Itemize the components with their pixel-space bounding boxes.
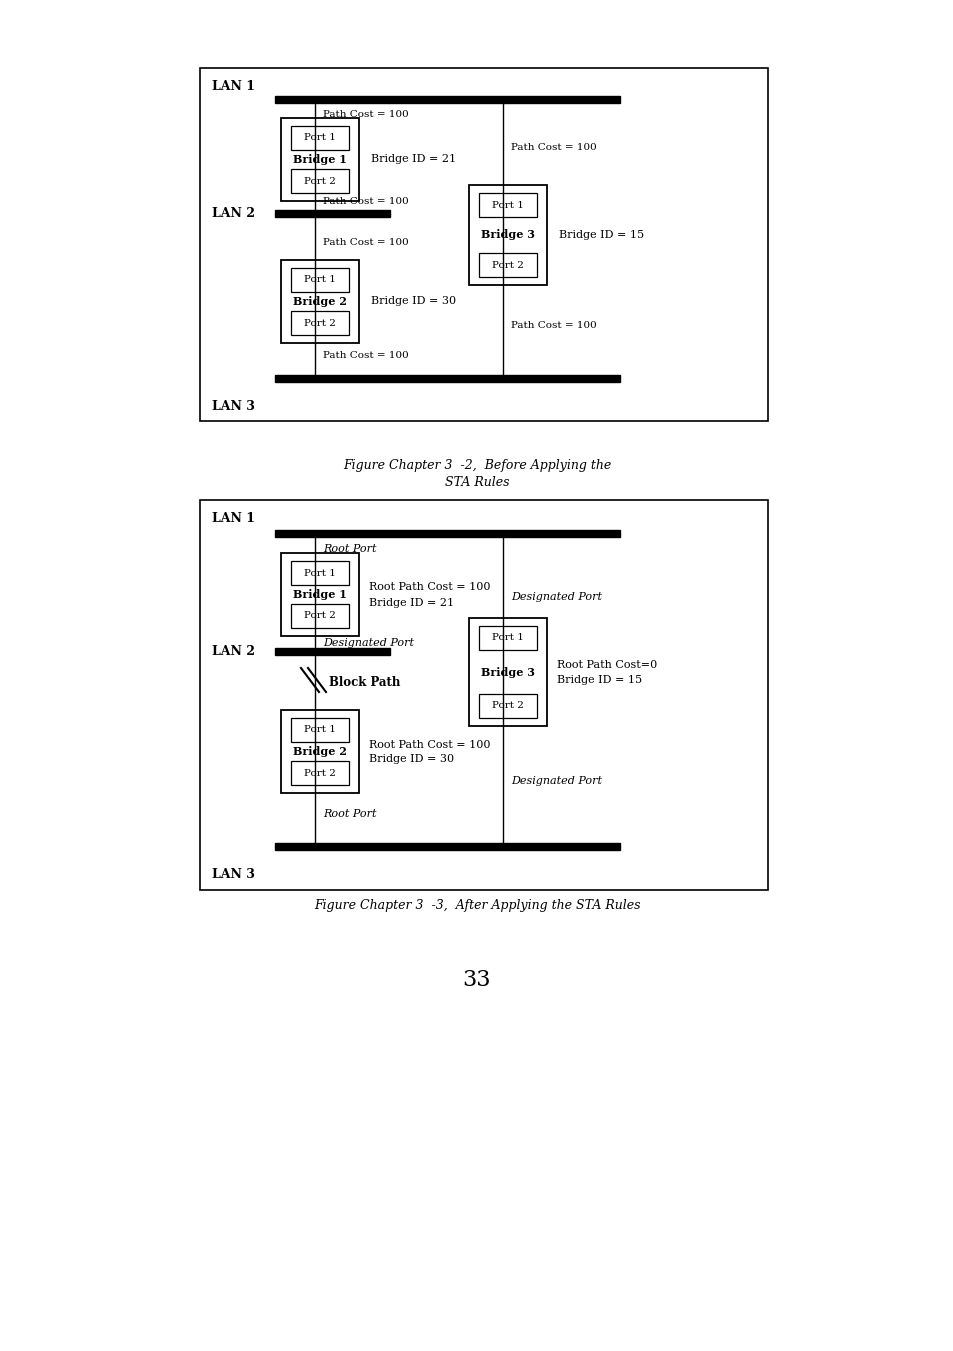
Bar bbox=[274, 843, 619, 850]
Text: Path Cost = 100: Path Cost = 100 bbox=[323, 197, 408, 205]
Text: Port 2: Port 2 bbox=[492, 261, 523, 269]
Text: Port 1: Port 1 bbox=[492, 200, 523, 209]
Bar bbox=[291, 126, 349, 150]
Text: Port 1: Port 1 bbox=[304, 725, 335, 735]
Text: Bridge ID = 15: Bridge ID = 15 bbox=[558, 230, 643, 240]
Text: Bridge 3: Bridge 3 bbox=[480, 230, 535, 240]
Text: Root Path Cost = 100: Root Path Cost = 100 bbox=[369, 582, 490, 593]
Bar bbox=[291, 267, 349, 292]
Text: Port 2: Port 2 bbox=[304, 769, 335, 777]
Bar bbox=[478, 694, 537, 717]
Bar bbox=[200, 68, 767, 422]
Bar bbox=[274, 648, 390, 655]
Text: Port 1: Port 1 bbox=[492, 634, 523, 643]
Bar bbox=[291, 604, 349, 628]
Bar bbox=[478, 253, 537, 277]
Bar bbox=[478, 193, 537, 218]
Text: Bridge ID = 21: Bridge ID = 21 bbox=[371, 154, 456, 165]
Bar bbox=[469, 185, 546, 285]
Bar bbox=[274, 530, 619, 536]
Bar bbox=[274, 209, 390, 218]
Text: LAN 1: LAN 1 bbox=[212, 80, 254, 92]
Text: Root Path Cost=0: Root Path Cost=0 bbox=[557, 661, 657, 670]
Bar bbox=[281, 118, 358, 201]
Bar bbox=[291, 169, 349, 193]
Bar bbox=[281, 553, 358, 636]
Text: Bridge ID = 30: Bridge ID = 30 bbox=[369, 754, 454, 765]
Bar bbox=[281, 711, 358, 793]
Text: Designated Port: Designated Port bbox=[511, 592, 601, 601]
Text: Bridge 3: Bridge 3 bbox=[480, 666, 535, 677]
Bar bbox=[291, 717, 349, 742]
Text: Port 2: Port 2 bbox=[304, 612, 335, 620]
Text: LAN 3: LAN 3 bbox=[212, 400, 254, 412]
Bar bbox=[291, 761, 349, 785]
Text: Bridge 2: Bridge 2 bbox=[293, 746, 347, 757]
Bar bbox=[478, 626, 537, 650]
Bar bbox=[291, 311, 349, 335]
Text: STA Rules: STA Rules bbox=[444, 477, 509, 489]
Text: Path Cost = 100: Path Cost = 100 bbox=[323, 350, 408, 359]
Text: Root Port: Root Port bbox=[323, 809, 376, 819]
Text: Port 1: Port 1 bbox=[304, 569, 335, 577]
Text: Root Port: Root Port bbox=[323, 544, 376, 554]
Text: LAN 1: LAN 1 bbox=[212, 512, 254, 524]
Text: LAN 3: LAN 3 bbox=[212, 869, 254, 881]
Text: Port 2: Port 2 bbox=[304, 177, 335, 185]
Text: Port 2: Port 2 bbox=[304, 319, 335, 327]
Text: Root Path Cost = 100: Root Path Cost = 100 bbox=[369, 739, 490, 750]
Text: Block Path: Block Path bbox=[329, 676, 400, 689]
Bar bbox=[200, 500, 767, 890]
Text: Bridge 1: Bridge 1 bbox=[293, 154, 347, 165]
Bar bbox=[274, 376, 619, 382]
Text: Port 1: Port 1 bbox=[304, 134, 335, 142]
Text: Designated Port: Designated Port bbox=[323, 638, 414, 648]
Text: Bridge 2: Bridge 2 bbox=[293, 296, 347, 307]
Text: Bridge 1: Bridge 1 bbox=[293, 589, 347, 600]
Text: 33: 33 bbox=[462, 969, 491, 992]
Text: Figure Chapter 3  -3,  After Applying the STA Rules: Figure Chapter 3 -3, After Applying the … bbox=[314, 900, 639, 912]
Text: Bridge ID = 15: Bridge ID = 15 bbox=[557, 676, 641, 685]
Text: Path Cost = 100: Path Cost = 100 bbox=[323, 109, 408, 119]
Bar bbox=[274, 96, 619, 103]
Text: Path Cost = 100: Path Cost = 100 bbox=[511, 143, 597, 153]
Text: LAN 2: LAN 2 bbox=[212, 644, 254, 658]
Bar bbox=[281, 259, 358, 343]
Text: Port 1: Port 1 bbox=[304, 276, 335, 285]
Bar bbox=[291, 561, 349, 585]
Text: Figure Chapter 3  -2,  Before Applying the: Figure Chapter 3 -2, Before Applying the bbox=[342, 458, 611, 471]
Text: LAN 2: LAN 2 bbox=[212, 207, 254, 220]
Text: Designated Port: Designated Port bbox=[511, 775, 601, 785]
Text: Path Cost = 100: Path Cost = 100 bbox=[323, 238, 408, 247]
Text: Bridge ID = 30: Bridge ID = 30 bbox=[371, 296, 456, 307]
Text: Bridge ID = 21: Bridge ID = 21 bbox=[369, 597, 454, 608]
Text: Path Cost = 100: Path Cost = 100 bbox=[511, 322, 597, 331]
Text: Port 2: Port 2 bbox=[492, 701, 523, 711]
Bar bbox=[469, 617, 546, 725]
